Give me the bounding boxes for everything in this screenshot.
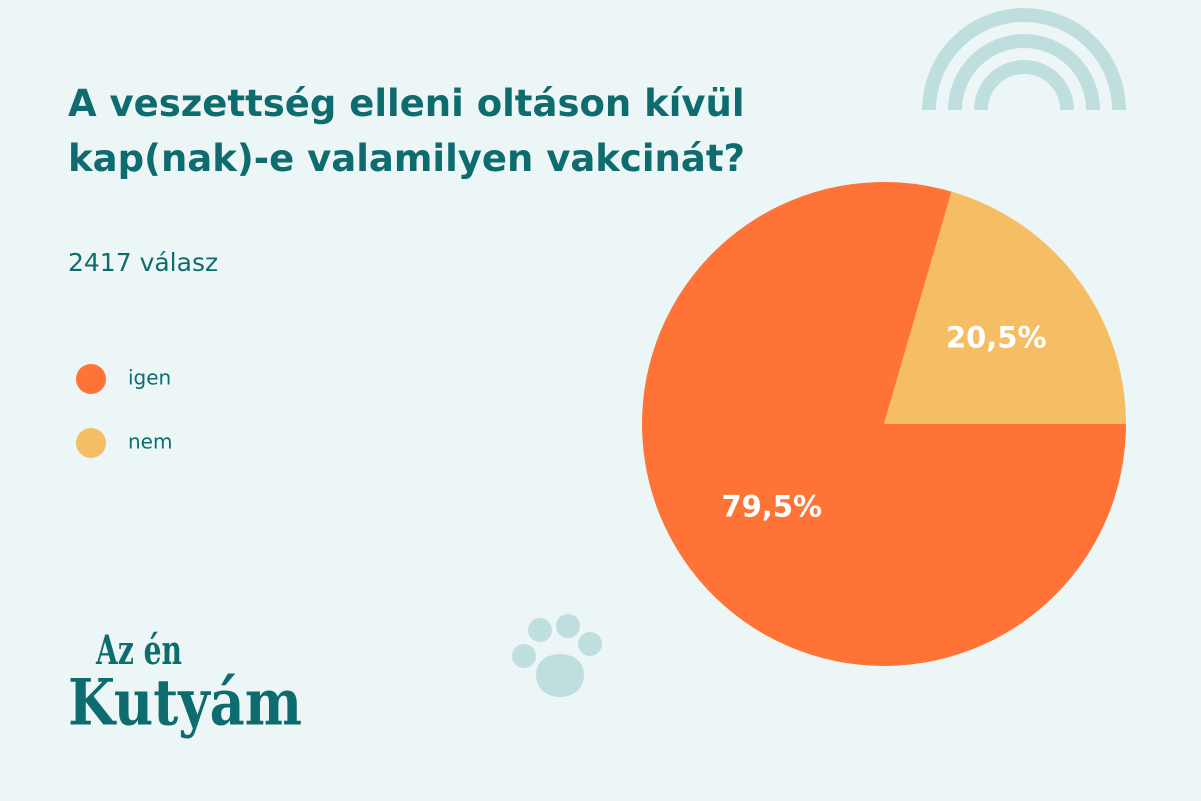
legend: igen nem xyxy=(76,364,172,458)
pie: 79,5% 20,5% xyxy=(641,182,1126,667)
legend-label: nem xyxy=(128,430,172,454)
legend-label: igen xyxy=(128,366,171,390)
pie-slice xyxy=(641,182,1126,667)
value-label: 79,5% xyxy=(721,489,822,523)
logo-top: Az én xyxy=(95,627,182,674)
value-label: 20,5% xyxy=(946,321,1047,355)
paw-decoration xyxy=(512,614,602,697)
pie-slice xyxy=(884,191,1126,424)
legend-swatch xyxy=(76,428,106,458)
chart-subtitle: 2417 válasz xyxy=(68,248,219,277)
chart-title: A veszettség elleni oltáson kívül kap(na… xyxy=(68,82,745,180)
logo-bottom: Kutyám xyxy=(68,666,302,741)
legend-swatch xyxy=(76,364,106,394)
rainbow-decoration xyxy=(922,8,1126,111)
